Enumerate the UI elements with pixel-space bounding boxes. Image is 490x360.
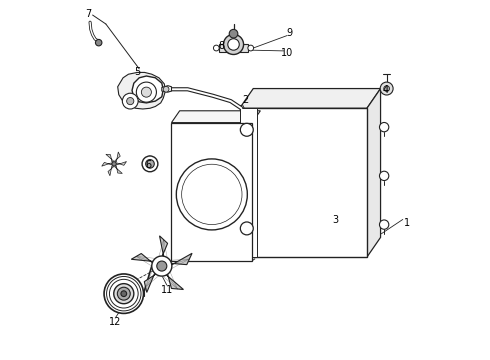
Circle shape — [152, 256, 172, 276]
Circle shape — [176, 159, 247, 230]
Circle shape — [141, 87, 151, 97]
Bar — [240, 108, 367, 257]
Polygon shape — [106, 154, 114, 162]
Circle shape — [112, 162, 116, 166]
Polygon shape — [108, 166, 114, 176]
Circle shape — [163, 86, 169, 92]
Text: 11: 11 — [161, 285, 173, 295]
Text: 6: 6 — [146, 159, 152, 170]
Text: 3: 3 — [332, 215, 339, 225]
Polygon shape — [102, 162, 111, 166]
Circle shape — [122, 93, 138, 109]
Circle shape — [146, 159, 154, 168]
Circle shape — [379, 122, 389, 132]
Circle shape — [240, 222, 253, 235]
Text: 8: 8 — [218, 41, 224, 51]
Polygon shape — [118, 72, 166, 109]
Circle shape — [157, 261, 167, 271]
Circle shape — [142, 156, 158, 172]
Circle shape — [384, 86, 390, 91]
Circle shape — [96, 40, 102, 46]
Bar — [240, 108, 257, 257]
Circle shape — [214, 45, 219, 51]
Polygon shape — [162, 269, 183, 289]
Text: 9: 9 — [287, 28, 293, 38]
Circle shape — [104, 274, 144, 314]
Polygon shape — [166, 253, 192, 267]
Circle shape — [379, 220, 389, 229]
Circle shape — [114, 284, 134, 304]
Text: 1: 1 — [404, 218, 411, 228]
Circle shape — [223, 35, 244, 54]
Text: 10: 10 — [281, 48, 294, 58]
Circle shape — [228, 39, 239, 50]
Circle shape — [379, 171, 389, 180]
Polygon shape — [240, 89, 381, 108]
Polygon shape — [131, 253, 158, 266]
Polygon shape — [115, 152, 120, 162]
Circle shape — [229, 30, 238, 38]
Text: 2: 2 — [242, 95, 248, 105]
Text: 5: 5 — [134, 67, 141, 77]
Text: 4: 4 — [383, 85, 389, 95]
Polygon shape — [115, 166, 122, 174]
Polygon shape — [172, 111, 260, 123]
Text: 7: 7 — [85, 9, 92, 19]
Text: 12: 12 — [109, 318, 121, 327]
Bar — [172, 123, 252, 261]
Circle shape — [380, 82, 393, 95]
Polygon shape — [132, 76, 163, 103]
Polygon shape — [219, 44, 248, 51]
Circle shape — [126, 98, 134, 105]
Circle shape — [240, 123, 253, 136]
Circle shape — [248, 45, 254, 51]
Circle shape — [117, 287, 130, 300]
Polygon shape — [162, 86, 172, 92]
Circle shape — [121, 291, 126, 297]
Polygon shape — [160, 236, 168, 262]
Circle shape — [136, 82, 156, 102]
Polygon shape — [367, 89, 381, 257]
Polygon shape — [117, 162, 126, 165]
Polygon shape — [144, 268, 160, 292]
